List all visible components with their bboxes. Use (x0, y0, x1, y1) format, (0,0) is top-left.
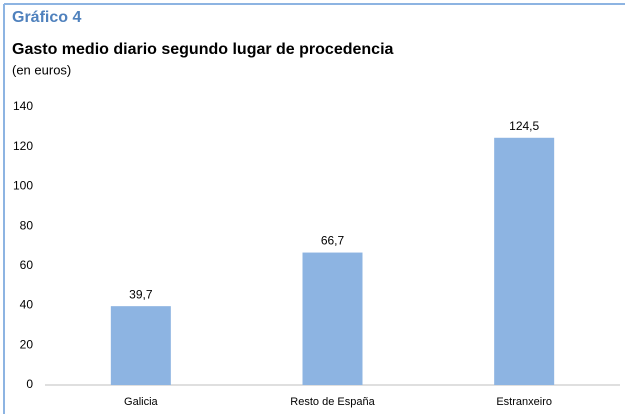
y-tick-label: 60 (20, 258, 34, 272)
y-tick-label: 140 (13, 99, 33, 113)
data-label: 39,7 (129, 287, 153, 301)
chart-subtitle: Gasto medio diario segundo lugar de proc… (12, 41, 394, 58)
data-label: 66,7 (321, 234, 345, 248)
y-tick-label: 40 (20, 298, 34, 312)
x-tick-label: Resto de España (290, 396, 375, 408)
bar (302, 252, 363, 385)
y-tick-label: 120 (13, 139, 33, 153)
bar (494, 137, 555, 385)
unit-note: (en euros) (12, 62, 71, 77)
y-tick-label: 80 (20, 218, 34, 232)
y-tick-label: 20 (20, 337, 34, 351)
x-tick-label: Estranxeiro (496, 396, 552, 408)
x-tick-label: Galicia (124, 396, 159, 408)
chart-title: Gráfico 4 (12, 9, 81, 26)
bar (110, 306, 171, 385)
y-tick-label: 0 (26, 377, 33, 391)
y-tick-label: 100 (13, 179, 33, 193)
data-label: 124,5 (509, 119, 539, 133)
